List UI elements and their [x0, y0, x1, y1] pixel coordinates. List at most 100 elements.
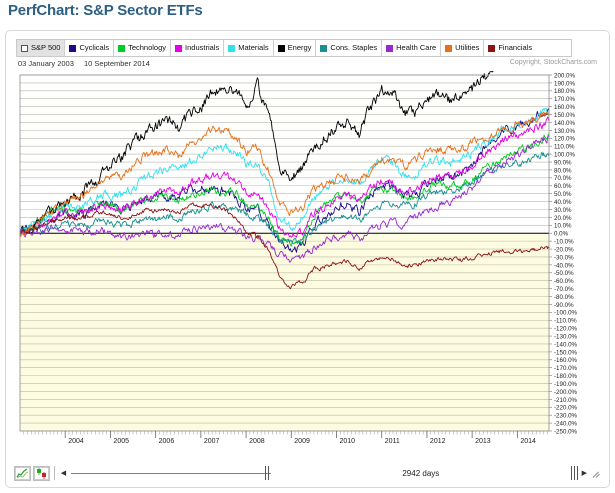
legend-item-cons-staples[interactable]: Cons. Staples [316, 40, 383, 56]
svg-text:100.0%: 100.0% [554, 152, 575, 159]
chart-panel: S&P 500 Cyclicals Technology Industrials Mat… [5, 30, 610, 488]
svg-text:-100.0%: -100.0% [554, 310, 578, 317]
start-date: 03 January 2003 [18, 59, 74, 68]
series-line-utilities [19, 111, 550, 238]
svg-text:2008: 2008 [249, 438, 265, 445]
copyright-notice: Copyright, StockCharts.com [509, 59, 597, 66]
svg-text:0.0%: 0.0% [554, 231, 569, 238]
legend-item-cyclicals[interactable]: Cyclicals [65, 40, 115, 56]
toolbar-right-group[interactable]: ▶ [570, 466, 602, 480]
slider-handle-left[interactable] [265, 466, 271, 480]
svg-text:-180.0%: -180.0% [554, 373, 578, 380]
svg-text:2011: 2011 [385, 438, 400, 445]
x-axis-labels: 2004 2005 2006 2007 2008 2009 2010 2011 2012 2013… [23, 431, 548, 445]
legend-item-label: S&P 500 [31, 43, 61, 53]
svg-text:2005: 2005 [113, 438, 129, 445]
legend-item-industrials[interactable]: Industrials [171, 40, 225, 56]
svg-text:190.0%: 190.0% [554, 80, 575, 87]
line-chart-icon[interactable] [14, 465, 31, 481]
svg-text:2007: 2007 [204, 438, 220, 445]
svg-text:2012: 2012 [430, 438, 446, 445]
range-slider[interactable] [71, 466, 271, 480]
date-range: 03 January 2003 10 September 2014 [18, 59, 158, 68]
svg-text:120.0%: 120.0% [554, 136, 575, 143]
legend-item-label: Energy [287, 43, 312, 53]
color-swatch-icon [488, 44, 496, 52]
legend-item-label: Materials [238, 43, 269, 53]
color-swatch-icon [445, 44, 453, 52]
performance-chart[interactable]: 200.0% 190.0% 180.0% 170.0% 160.0% 150.0% 140.… [16, 71, 601, 453]
svg-text:-210.0%: -210.0% [554, 397, 578, 404]
svg-text:-90.0%: -90.0% [554, 302, 574, 309]
legend-item-label: Health Care [396, 43, 437, 53]
range-days-label: 2942 days [402, 468, 440, 478]
svg-text:70.0%: 70.0% [554, 175, 572, 182]
svg-text:130.0%: 130.0% [554, 128, 575, 135]
legend-item-financials[interactable]: Financials [484, 40, 536, 56]
color-swatch-icon [118, 44, 126, 52]
svg-text:140.0%: 140.0% [554, 120, 575, 127]
chart-toolbar[interactable]: ◀ 2942 days ▶ [14, 463, 602, 483]
svg-text:-80.0%: -80.0% [554, 294, 574, 301]
legend-item-label: Cons. Staples [330, 43, 378, 53]
color-swatch-icon [69, 44, 77, 52]
page-title: PerfChart: S&P Sector ETFs [8, 2, 203, 19]
svg-text:80.0%: 80.0% [554, 167, 572, 174]
legend-item-label: Industrials [185, 43, 220, 53]
legend-item-energy[interactable]: Energy [274, 40, 317, 56]
resize-grip-icon[interactable] [592, 466, 602, 480]
series-line-health-care [19, 135, 550, 263]
end-date: 10 September 2014 [83, 59, 150, 68]
svg-text:-190.0%: -190.0% [554, 381, 578, 388]
series-line-industrials [19, 116, 550, 238]
toolbar-divider [54, 466, 55, 480]
svg-text:-240.0%: -240.0% [554, 420, 578, 427]
svg-text:2010: 2010 [339, 438, 355, 445]
svg-text:2013: 2013 [475, 438, 491, 445]
scroll-right-button[interactable]: ▶ [581, 470, 587, 477]
scroll-left-button[interactable]: ◀ [60, 470, 67, 477]
legend-item-utilities[interactable]: Utilities [441, 40, 485, 56]
svg-text:2009: 2009 [294, 438, 310, 445]
series-group [19, 71, 550, 290]
series-line-energy [19, 71, 494, 235]
svg-text:-220.0%: -220.0% [554, 405, 578, 412]
svg-text:-20.0%: -20.0% [554, 246, 574, 253]
svg-text:50.0%: 50.0% [554, 191, 572, 198]
series-line-technology [19, 133, 550, 247]
slider-handle-right[interactable] [570, 466, 578, 480]
svg-text:90.0%: 90.0% [554, 159, 572, 166]
svg-text:2006: 2006 [159, 438, 175, 445]
legend-item-label: Financials [498, 43, 533, 53]
legend-item-technology[interactable]: Technology [114, 40, 172, 56]
svg-text:160.0%: 160.0% [554, 104, 575, 111]
color-swatch-icon [277, 44, 285, 52]
svg-text:-140.0%: -140.0% [554, 341, 578, 348]
legend-bar[interactable]: S&P 500 Cyclicals Technology Industrials Mat… [16, 39, 572, 57]
legend-item-health-care[interactable]: Health Care [382, 40, 442, 56]
svg-text:110.0%: 110.0% [554, 144, 575, 151]
svg-text:-250.0%: -250.0% [554, 428, 578, 435]
plot-border [19, 74, 550, 432]
svg-text:-40.0%: -40.0% [554, 262, 574, 269]
svg-text:2004: 2004 [68, 438, 84, 445]
legend-item-s-p-500[interactable]: S&P 500 [17, 40, 66, 56]
svg-text:-150.0%: -150.0% [554, 349, 578, 356]
color-swatch-icon [320, 44, 328, 52]
svg-text:200.0%: 200.0% [554, 72, 575, 79]
svg-text:150.0%: 150.0% [554, 112, 575, 119]
candlestick-icon[interactable] [33, 465, 50, 481]
svg-text:60.0%: 60.0% [554, 183, 572, 190]
series-line-financials [19, 202, 550, 290]
legend-item-materials[interactable]: Materials [224, 40, 274, 56]
color-swatch-icon [21, 44, 28, 52]
svg-text:-170.0%: -170.0% [554, 365, 578, 372]
svg-text:-110.0%: -110.0% [554, 318, 577, 325]
svg-text:10.0%: 10.0% [554, 223, 572, 230]
svg-text:-160.0%: -160.0% [554, 357, 578, 364]
chart-canvas[interactable]: 200.0%190.0%180.0%170.0%160.0%150.0%140.… [16, 71, 601, 453]
svg-text:-200.0%: -200.0% [554, 389, 578, 396]
legend-item-label: Utilities [455, 43, 480, 53]
legend-item-label: Technology [128, 43, 167, 53]
